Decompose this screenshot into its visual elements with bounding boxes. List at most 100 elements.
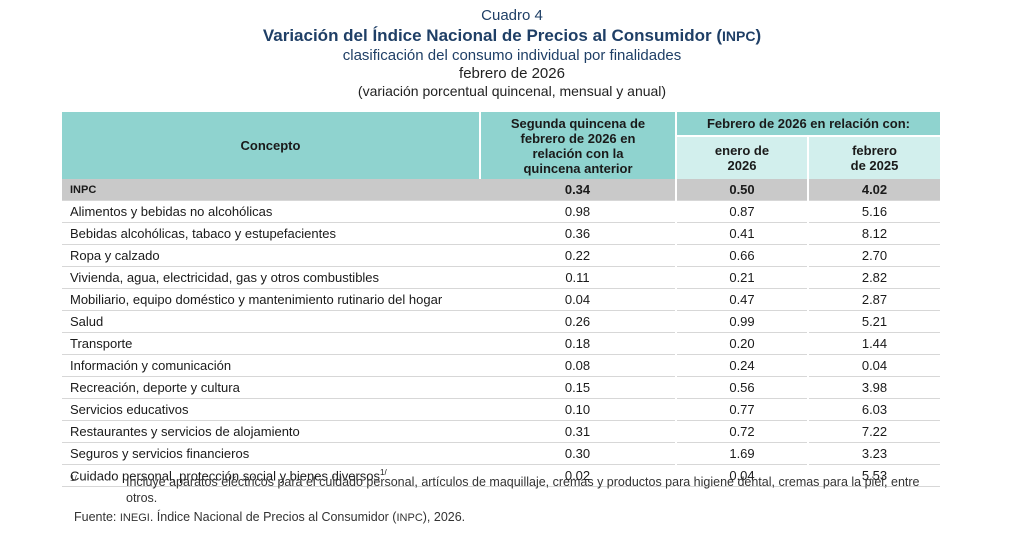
row-annual-value: 3.23 [807,442,940,465]
table-label: Cuadro 4 [481,7,543,24]
table-row: Vivienda, agua, electricidad, gas y otro… [62,266,940,289]
row-biweekly-value: 0.18 [480,332,676,355]
row-annual-value: 2.82 [807,266,940,289]
source-text-a: . Índice Nacional de Precios al Consumid… [149,510,397,524]
row-monthly-value: 0.72 [675,420,808,443]
row-concept: Salud [62,310,480,333]
source-abbr: INPC [396,512,423,524]
row-concept-text: Bebidas alcohólicas, tabaco y estupefaci… [70,226,336,241]
footnote-mark: 1/ [70,474,77,483]
row-monthly-value: 0.41 [675,222,808,245]
table-row: Salud 0.26 0.99 5.21 [62,310,940,333]
row-concept-text: INPC [70,183,97,196]
row-annual-value: 5.53 [807,464,940,487]
row-annual-value: 1.44 [807,332,940,355]
row-footnote-mark: 1/ [380,467,387,477]
source-org: INEGI [119,512,150,524]
row-concept-text: Transporte [70,336,133,351]
row-biweekly-value: 0.30 [480,442,676,465]
row-concept: Servicios educativos [62,398,480,421]
row-monthly-value: 0.04 [675,464,808,487]
row-concept-text: Ropa y calzado [70,248,160,263]
row-concept-text: Mobiliario, equipo doméstico y mantenimi… [70,292,443,307]
row-biweekly-value: 0.02 [480,464,676,487]
total-row: INPC 0.34 0.50 4.02 [62,179,940,201]
table-row: Servicios educativos 0.10 0.77 6.03 [62,398,940,421]
row-concept-text: Recreación, deporte y cultura [70,380,240,395]
row-monthly-value: 0.47 [675,288,808,311]
table-row: Mobiliario, equipo doméstico y mantenimi… [62,288,940,311]
table-units: (variación porcentual quincenal, mensual… [357,83,667,99]
row-annual-value: 4.02 [807,179,940,201]
source-line: Fuente: INEGI. Índice Nacional de Precio… [74,510,465,524]
row-monthly-value: 0.21 [675,266,808,289]
row-biweekly-value: 0.98 [480,200,676,223]
row-biweekly-value: 0.11 [480,266,676,289]
row-concept: Seguros y servicios financieros [62,442,480,465]
row-biweekly-value: 0.31 [480,420,676,443]
row-monthly-value: 0.66 [675,244,808,267]
row-concept: Transporte [62,332,480,355]
row-concept: Restaurantes y servicios de alojamiento [62,420,480,443]
row-monthly-value: 0.99 [675,310,808,333]
table-row: Restaurantes y servicios de alojamiento 0… [62,420,940,443]
table-row: Cuidado personal, protección social y bi… [62,464,940,487]
table-row: Información y comunicación 0.08 0.24 0.04 [62,354,940,377]
row-biweekly-value: 0.15 [480,376,676,399]
header-february: febrero de 2025 [807,136,940,179]
row-concept-text: Servicios educativos [70,402,189,417]
row-concept-text: Vivienda, agua, electricidad, gas y otro… [70,270,380,285]
footnote-text: Incluye aparatos eléctricos para el cuid… [126,475,920,505]
row-biweekly-value: 0.10 [480,398,676,421]
row-monthly-value: 0.24 [675,354,808,377]
table-row: Alimentos y bebidas no alcohólicas 0.98 0.… [62,200,940,223]
table-period: febrero de 2026 [459,65,565,82]
row-annual-value: 6.03 [807,398,940,421]
table-row: Ropa y calzado 0.22 0.66 2.70 [62,244,940,267]
inpc-table: Concepto Segunda quincena de febrero de … [62,112,940,487]
row-monthly-value: 0.20 [675,332,808,355]
title-abbr: INPC [722,28,756,44]
header-concept: Concepto [62,112,480,179]
row-concept-text: Seguros y servicios financieros [70,446,250,461]
row-concept: Bebidas alcohólicas, tabaco y estupefaci… [62,222,480,245]
footnote: 1/ Incluye aparatos eléctricos para el c… [62,474,942,506]
source-prefix: Fuente: [74,510,120,524]
row-concept: Cuidado personal, protección social y bi… [62,464,480,487]
table-body: INPC 0.34 0.50 4.02 Alimentos y bebidas no a… [62,179,940,487]
table-title: Variación del Índice Nacional de Precios… [0,27,1024,44]
row-biweekly-value: 0.26 [480,310,676,333]
row-concept: Mobiliario, equipo doméstico y mantenimi… [62,288,480,311]
row-monthly-value: 0.87 [675,200,808,223]
row-biweekly-value: 0.34 [480,179,676,201]
row-concept-text: Cuidado personal, protección social y bi… [70,468,381,484]
row-concept: Alimentos y bebidas no alcohólicas [62,200,480,223]
row-concept: INPC [62,179,480,201]
title-part-b: ) [755,26,762,45]
row-biweekly-value: 0.36 [480,222,676,245]
table-row: Transporte 0.18 0.20 1.44 [62,332,940,355]
row-biweekly-value: 0.08 [480,354,676,377]
row-concept: Información y comunicación [62,354,480,377]
row-biweekly-value: 0.22 [480,244,676,267]
table-subtitle: clasificación del consumo individual por… [342,47,682,64]
table-row: Bebidas alcohólicas, tabaco y estupefaci… [62,222,940,245]
row-annual-value: 5.16 [807,200,940,223]
row-annual-value: 2.70 [807,244,940,267]
row-annual-value: 7.22 [807,420,940,443]
header-group: Febrero de 2026 en relación con: [675,112,940,137]
row-biweekly-value: 0.04 [480,288,676,311]
header-january: enero de 2026 [675,136,808,179]
row-concept: Ropa y calzado [62,244,480,267]
row-concept: Vivienda, agua, electricidad, gas y otro… [62,266,480,289]
row-monthly-value: 0.50 [675,179,808,201]
header-biweekly: Segunda quincena de febrero de 2026 en r… [479,112,676,179]
row-monthly-value: 0.77 [675,398,808,421]
row-concept-text: Información y comunicación [70,358,232,373]
titles-block: Cuadro 4 Variación del Índice Nacional d… [0,8,1024,98]
row-monthly-value: 0.56 [675,376,808,399]
row-concept-text: Alimentos y bebidas no alcohólicas [70,204,273,219]
row-annual-value: 0.04 [807,354,940,377]
title-part-a: Variación del Índice Nacional de Precios… [262,26,722,45]
row-annual-value: 3.98 [807,376,940,399]
